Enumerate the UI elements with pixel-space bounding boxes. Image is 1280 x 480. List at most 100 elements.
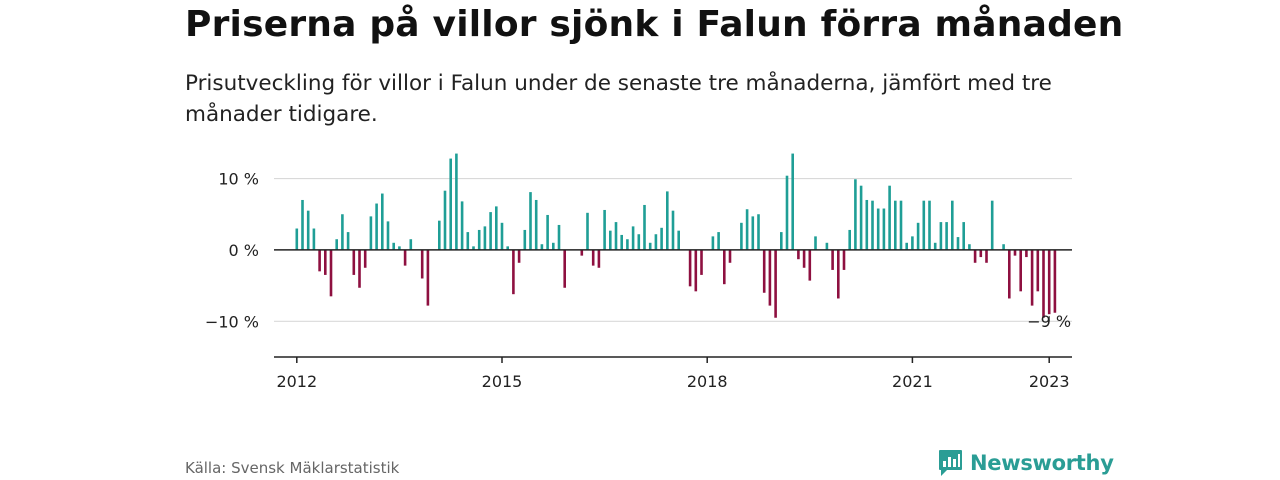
bar [489,212,492,250]
bar [346,232,350,250]
annotation-label: −9 % [1027,312,1071,331]
bar-series [295,153,1057,318]
bar [677,230,680,250]
bar [1030,249,1034,306]
bar [329,249,333,297]
bar [523,229,527,250]
bar [1047,249,1051,315]
bar [865,199,869,250]
bar [643,204,646,250]
bar [990,200,994,250]
bar [894,200,897,250]
x-tick-label: 2023 [1029,372,1070,391]
bar [939,222,943,250]
bar [375,203,378,250]
bar [318,249,321,272]
bar [905,242,908,250]
chart-title: Priserna på villor sjönk i Falun förra m… [185,4,1124,45]
bar [660,227,663,250]
bar [648,242,652,250]
brand-logo[interactable]: Newsworthy [938,449,1114,477]
bar [409,239,413,250]
bar [529,192,532,250]
bar [717,232,720,250]
bar [597,249,601,268]
bar-chart: 10 % 0 % −10 % 2012 2015 2018 2021 2023 −9 % [205,153,1072,391]
bar [1042,249,1045,318]
bar [443,190,447,250]
bar [922,200,926,250]
bar [785,175,789,250]
bar [580,249,584,256]
bar [386,221,390,250]
brand-name: Newsworthy [970,451,1114,475]
chart-subtitle: Prisutveckling för villor i Falun under … [185,71,1052,127]
bar [626,239,629,250]
bar [455,153,458,250]
bar [945,222,948,250]
bar [1053,249,1057,313]
bar [591,249,595,266]
bar [324,249,327,275]
bar [859,185,863,250]
bar [534,199,538,250]
bar [369,216,373,250]
bar [740,222,743,250]
bar [951,200,954,250]
bar [831,249,834,270]
bar [888,185,891,250]
bar [973,249,977,263]
bar [791,153,794,250]
bar [466,232,470,250]
bar [962,222,965,250]
bar [500,222,504,250]
y-tick-label: 0 % [229,241,259,260]
bar [780,232,783,250]
bar [671,210,675,250]
bar [762,249,766,293]
bar [876,208,880,250]
bar [609,230,612,250]
bar [1036,249,1040,292]
bar [808,249,812,281]
bar [301,199,304,250]
bar [1002,244,1005,250]
bar [495,206,498,250]
bar-chart-speech-bubble-icon [939,450,962,476]
y-tick-label: 10 % [218,170,259,189]
bar [631,226,635,250]
bar [614,222,618,250]
bar [723,249,726,285]
bar [728,249,732,263]
bar [483,226,487,250]
bar [933,242,937,250]
bar [546,214,549,250]
bar [352,249,356,275]
bar [711,236,715,250]
bar [1013,249,1017,256]
gridlines [274,177,1072,322]
bar [603,209,606,250]
bar [774,249,777,318]
bar [837,249,840,299]
bar [985,249,988,263]
bar [825,242,829,250]
bar [306,210,310,250]
bar [928,200,931,250]
bar [968,244,971,250]
bar [694,249,698,292]
bar [757,214,760,250]
source-label: Källa: Svensk Mäklarstatistik [185,459,400,477]
bar [420,249,424,279]
bar [312,228,316,250]
bar [956,237,960,250]
bar [563,249,566,288]
bar [751,216,755,250]
bar [1025,249,1028,258]
bar [848,229,851,250]
bar [979,249,983,258]
bar [586,212,589,250]
bar [460,201,464,250]
bar [335,239,338,250]
bar [842,249,846,270]
